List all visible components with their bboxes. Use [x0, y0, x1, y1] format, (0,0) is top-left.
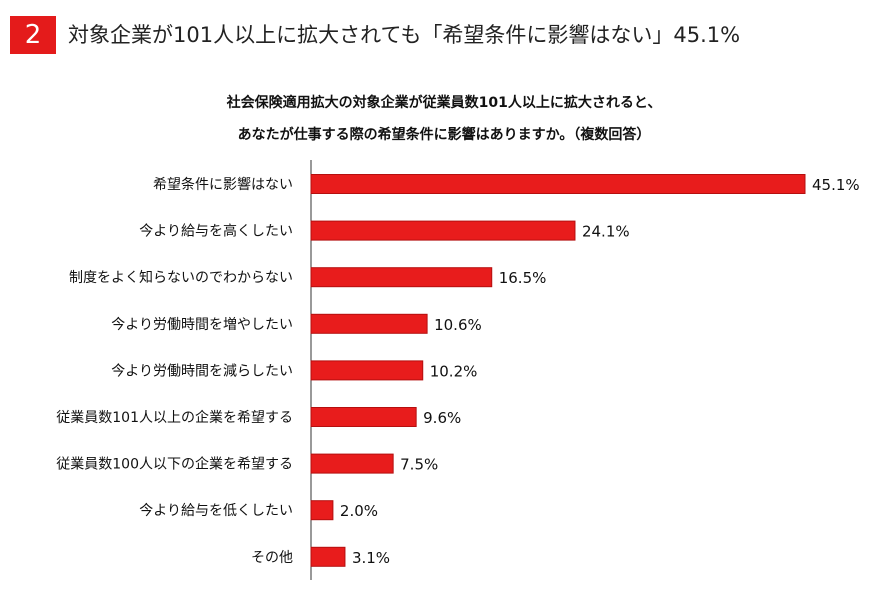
section-number-badge: 2 — [10, 16, 56, 54]
category-label: 希望条件に影響はない — [153, 176, 293, 193]
category-label: 従業員数100人以下の企業を希望する — [56, 456, 293, 473]
value-label: 3.1% — [352, 549, 390, 567]
header: 2 対象企業が101人以上に拡大されても「希望条件に影響はない」45.1% — [10, 12, 878, 56]
category-label: 従業員数101人以上の企業を希望する — [56, 409, 293, 426]
category-label: 今より労働時間を減らしたい — [111, 362, 293, 379]
category-label: 今より給与を低くしたい — [139, 503, 293, 519]
bar — [310, 546, 346, 567]
value-label: 7.5% — [400, 456, 438, 474]
value-label: 24.1% — [582, 223, 630, 241]
value-label: 10.6% — [434, 316, 482, 334]
category-label: 制度をよく知らないのでわからない — [69, 269, 293, 286]
bar — [310, 360, 424, 381]
bar — [310, 174, 806, 194]
value-label: 10.2% — [430, 362, 478, 380]
bar — [310, 500, 334, 521]
bar — [310, 220, 576, 241]
category-label: 今より給与を高くしたい — [139, 223, 293, 240]
value-label: 2.0% — [340, 502, 378, 520]
question-line-1: 社会保険適用拡大の対象企業が従業員数101人以上に拡大されると、 — [226, 95, 662, 111]
page-title: 対象企業が101人以上に拡大されても「希望条件に影響はない」45.1% — [68, 23, 741, 47]
category-label: その他 — [251, 550, 293, 566]
bar — [310, 267, 493, 288]
question-line-2: あなたが仕事する際の希望条件に影響はありますか。（複数回答） — [237, 127, 651, 143]
bar-chart: 希望条件に影響はない 45.1% 今より給与を高くしたい 24.1% 制度をよく知らない… — [56, 160, 860, 580]
value-label: 9.6% — [423, 409, 461, 427]
bar — [310, 313, 428, 334]
category-label: 今より労働時間を増やしたい — [111, 317, 293, 333]
value-label: 45.1% — [812, 176, 860, 194]
value-label: 16.5% — [499, 269, 547, 287]
bar — [310, 453, 394, 474]
bar — [310, 407, 417, 427]
